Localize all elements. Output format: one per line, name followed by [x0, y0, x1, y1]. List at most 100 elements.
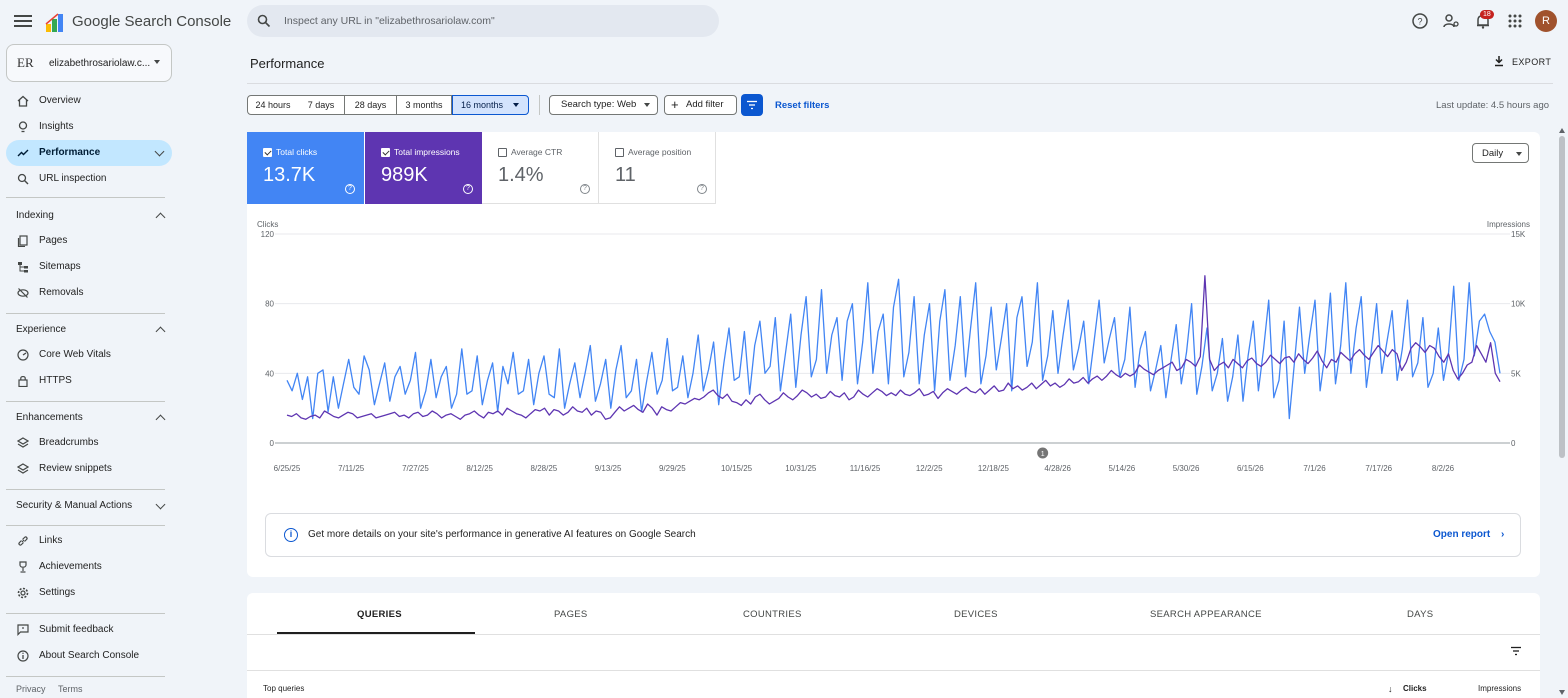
privacy-link[interactable]: Privacy — [16, 684, 46, 694]
sidebar-item-label: Removals — [39, 287, 84, 298]
sidebar-item-links[interactable]: Links — [6, 528, 172, 554]
scroll-up-arrow-icon[interactable] — [1559, 128, 1565, 133]
range-7-days[interactable]: 7 days — [298, 95, 345, 115]
tab-days[interactable]: DAYS — [1407, 609, 1434, 620]
caret-down-icon — [1516, 152, 1522, 156]
search-input[interactable]: Inspect any URL in "elizabethrosariolaw.… — [284, 15, 495, 27]
export-label: EXPORT — [1512, 57, 1552, 67]
range-3-months[interactable]: 3 months — [397, 95, 452, 115]
sidebar-divider — [6, 197, 165, 198]
trophy-icon — [19, 561, 27, 573]
link-icon — [18, 536, 28, 546]
page-scrollbar[interactable] — [1557, 128, 1567, 698]
metric-label: Average position — [628, 147, 692, 157]
chevron-up-icon[interactable] — [155, 414, 166, 425]
section-indexing-header[interactable]: Indexing — [16, 210, 54, 221]
metric-total-impressions[interactable]: Total impressions 989K ? — [365, 132, 482, 204]
metric-checkbox[interactable] — [498, 148, 507, 157]
tab-pages[interactable]: PAGES — [554, 609, 588, 620]
plus-icon: + — [671, 97, 679, 112]
granularity-select[interactable]: Daily — [1472, 143, 1529, 163]
top-bar: Google Search Console Inspect any URL in… — [0, 0, 1568, 42]
terms-link[interactable]: Terms — [58, 684, 83, 694]
column-header-impressions[interactable]: Impressions — [1478, 684, 1522, 693]
section-enhancements-header[interactable]: Enhancements — [16, 412, 83, 423]
chevron-up-icon[interactable] — [155, 212, 166, 223]
annotation-label: 1 — [1041, 451, 1045, 458]
metric-average-position[interactable]: Average position 11 ? — [599, 132, 716, 204]
column-header-clicks[interactable]: Clicks — [1403, 684, 1427, 693]
range-16-months[interactable]: 16 months — [452, 95, 529, 115]
sidebar-item-about[interactable]: About Search Console — [6, 643, 172, 669]
help-icon[interactable]: ? — [1411, 12, 1429, 30]
metric-total-clicks[interactable]: Total clicks 13.7K ? — [247, 132, 364, 204]
apps-grid-icon[interactable] — [1506, 12, 1524, 30]
sidebar-item-overview[interactable]: Overview — [6, 88, 172, 114]
left-axis-title: Clicks — [257, 220, 278, 229]
url-inspect-search[interactable]: Inspect any URL in "elizabethrosariolaw.… — [247, 5, 719, 37]
sidebar-item-label: Pages — [39, 235, 68, 246]
sidebar-item-settings[interactable]: Settings — [6, 580, 172, 606]
chevron-up-icon[interactable] — [155, 326, 166, 337]
search-type-filter[interactable]: Search type: Web — [549, 95, 658, 115]
filter-list-icon[interactable] — [1510, 646, 1522, 656]
left-tick-label: 80 — [265, 300, 274, 309]
menu-icon[interactable] — [14, 12, 32, 30]
gear-icon — [17, 587, 29, 599]
sidebar-item-core-web-vitals[interactable]: Core Web Vitals — [6, 342, 172, 368]
sidebar-divider — [6, 525, 165, 526]
sidebar-item-submit-feedback[interactable]: Submit feedback — [6, 617, 172, 643]
left-tick-label: 120 — [261, 230, 275, 239]
x-tick-label: 12/18/25 — [978, 464, 1010, 473]
chevron-down-icon[interactable] — [155, 499, 166, 510]
avatar[interactable]: R — [1535, 10, 1557, 32]
app-title: Google Search Console — [72, 13, 232, 30]
info-icon: i — [284, 528, 298, 542]
open-report-link[interactable]: Open report › — [1433, 529, 1504, 540]
search-type-label: Search type: Web — [561, 99, 637, 110]
sidebar-item-label: Review snippets — [39, 463, 112, 474]
sidebar-item-performance[interactable]: Performance — [6, 140, 172, 166]
tab-countries[interactable]: COUNTRIES — [743, 609, 802, 620]
sidebar-item-breadcrumbs[interactable]: Breadcrumbs — [6, 430, 172, 456]
reset-filters-link[interactable]: Reset filters — [775, 100, 830, 111]
sidebar-item-review-snippets[interactable]: Review snippets — [6, 456, 172, 482]
metric-checkbox[interactable] — [615, 148, 624, 157]
x-tick-label: 7/11/25 — [338, 464, 365, 473]
scroll-thumb[interactable] — [1559, 136, 1565, 458]
help-icon[interactable]: ? — [345, 184, 355, 194]
sidebar-item-https[interactable]: HTTPS — [6, 368, 172, 394]
range-28-days[interactable]: 28 days — [345, 95, 397, 115]
sort-down-arrow-icon[interactable]: ↓ — [1388, 684, 1393, 694]
sidebar-item-removals[interactable]: Removals — [6, 280, 172, 306]
sidebar-item-label: Overview — [39, 95, 81, 106]
sidebar-item-url-inspection[interactable]: URL inspection — [6, 166, 172, 192]
filter-list-icon — [747, 100, 757, 110]
tabs-divider — [247, 634, 1540, 635]
tab-devices[interactable]: DEVICES — [954, 609, 998, 620]
metric-label: Total clicks — [276, 147, 318, 157]
sidebar-item-pages[interactable]: Pages — [6, 228, 172, 254]
help-icon[interactable]: ? — [463, 184, 473, 194]
metric-checkbox[interactable] — [263, 148, 272, 157]
metric-checkbox[interactable] — [381, 148, 390, 157]
export-button[interactable]: EXPORT — [1490, 53, 1554, 71]
tab-search-appearance[interactable]: SEARCH APPEARANCE — [1150, 609, 1262, 620]
section-experience-header[interactable]: Experience — [16, 324, 67, 335]
section-security-header[interactable]: Security & Manual Actions — [16, 500, 133, 511]
tab-queries[interactable]: QUERIES — [357, 609, 402, 620]
range-24-hours[interactable]: 24 hours — [247, 95, 299, 115]
x-tick-label: 8/2/26 — [1432, 464, 1455, 473]
metric-average-ctr[interactable]: Average CTR 1.4% ? — [482, 132, 599, 204]
scroll-down-arrow-icon[interactable] — [1559, 690, 1565, 695]
property-selector[interactable]: ER elizabethrosariolaw.c... — [6, 44, 172, 82]
help-icon[interactable]: ? — [580, 184, 590, 194]
sidebar-item-insights[interactable]: Insights — [6, 114, 172, 140]
sidebar-item-sitemaps[interactable]: Sitemaps — [6, 254, 172, 280]
manage-users-icon[interactable] — [1442, 12, 1460, 30]
help-icon[interactable]: ? — [697, 184, 707, 194]
filter-options-button[interactable] — [741, 94, 763, 116]
add-filter-button[interactable]: + Add filter — [664, 95, 737, 115]
sidebar-item-achievements[interactable]: Achievements — [6, 554, 172, 580]
sidebar-item-label: Submit feedback — [39, 624, 114, 635]
